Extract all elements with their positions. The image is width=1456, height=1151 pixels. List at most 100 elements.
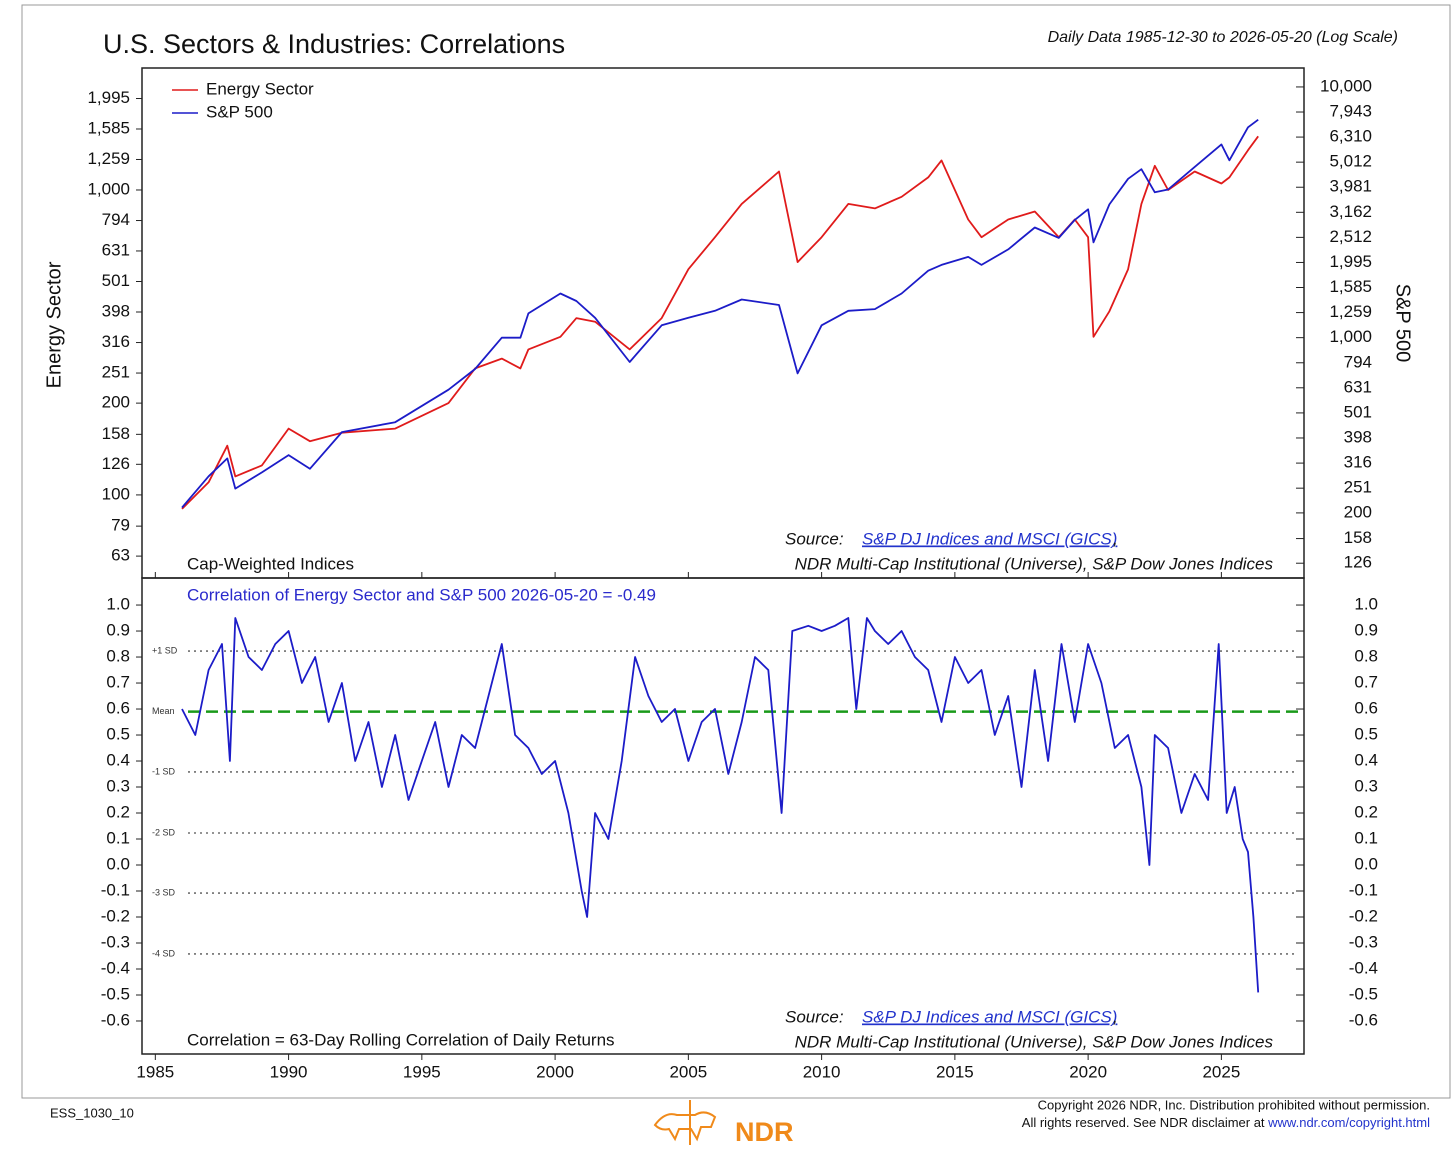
y-tick-label: 0.1 <box>106 828 130 847</box>
y-tick-label: 0.6 <box>1354 699 1378 718</box>
reference-label: +1 SD <box>152 645 178 655</box>
chart-title: U.S. Sectors & Industries: Correlations <box>103 29 565 59</box>
outer-frame <box>21 4 1451 1099</box>
y-tick-label: 398 <box>102 301 130 320</box>
reference-label: -3 SD <box>152 887 176 897</box>
y-tick-label: 0.4 <box>1354 751 1378 770</box>
source-line: NDR Multi-Cap Institutional (Universe), … <box>795 554 1274 573</box>
x-tick-label: 1990 <box>270 1062 308 1081</box>
y-tick-label: 316 <box>102 332 130 351</box>
y-tick-label: 63 <box>111 546 130 565</box>
y-tick-label: 1,995 <box>87 88 130 107</box>
legend-label: S&P 500 <box>206 102 273 121</box>
chart-subtitle: Daily Data 1985-12-30 to 2026-05-20 (Log… <box>1048 29 1398 46</box>
y2-tick-label: 398 <box>1344 427 1372 446</box>
y2-tick-label: 794 <box>1344 352 1372 371</box>
y-axis-label: Energy Sector <box>43 261 65 388</box>
y2-tick-label: 10,000 <box>1320 76 1372 95</box>
chart-code: ESS_1030_10 <box>50 1105 134 1120</box>
x-tick-label: 2005 <box>669 1062 707 1081</box>
y-tick-label: -0.4 <box>101 958 130 977</box>
y2-tick-label: 6,310 <box>1329 127 1372 146</box>
y-tick-label: 1,259 <box>87 149 130 168</box>
y-tick-label: 0.7 <box>106 673 130 692</box>
y-tick-label: -0.4 <box>1349 958 1378 977</box>
y2-tick-label: 631 <box>1344 377 1372 396</box>
y-tick-label: 0.3 <box>1354 776 1378 795</box>
y-tick-label: 158 <box>102 424 130 443</box>
y2-tick-label: 316 <box>1344 453 1372 472</box>
y2-tick-label: 3,981 <box>1329 177 1372 196</box>
legend-label: Energy Sector <box>206 79 314 98</box>
y2-axis-label: S&P 500 <box>1392 284 1414 363</box>
reference-label: Mean <box>152 706 175 716</box>
source-prefix: Source: <box>785 529 844 548</box>
x-tick-label: 2000 <box>536 1062 574 1081</box>
y-tick-label: 0.2 <box>106 802 130 821</box>
y2-tick-label: 1,995 <box>1329 252 1372 271</box>
data-line <box>181 118 1259 509</box>
y-tick-label: 200 <box>102 393 130 412</box>
x-tick-label: 2025 <box>1202 1062 1240 1081</box>
y-tick-label: 1.0 <box>106 595 130 614</box>
reference-label: -2 SD <box>152 827 176 837</box>
source-link[interactable]: S&P DJ Indices and MSCI (GICS) <box>862 1007 1117 1026</box>
copyright: All rights reserved. See NDR disclaimer … <box>1022 1115 1430 1130</box>
y-tick-label: -0.2 <box>1349 906 1378 925</box>
y-tick-label: 794 <box>102 210 130 229</box>
y2-tick-label: 5,012 <box>1329 152 1372 171</box>
y-tick-label: 100 <box>102 484 130 503</box>
x-tick-label: 1985 <box>136 1062 174 1081</box>
x-tick-label: 2020 <box>1069 1062 1107 1081</box>
y-tick-label: -0.5 <box>101 984 130 1003</box>
y2-tick-label: 158 <box>1344 528 1372 547</box>
y2-tick-label: 1,259 <box>1329 302 1372 321</box>
y-tick-label: 0.4 <box>106 751 130 770</box>
x-tick-label: 2015 <box>936 1062 974 1081</box>
y-tick-label: 0.8 <box>106 647 130 666</box>
bottom-panel-frame <box>141 577 1305 1055</box>
source-suffix: , <box>1113 1007 1118 1026</box>
y-tick-label: 0.5 <box>1354 725 1378 744</box>
data-line <box>181 617 1260 993</box>
reference-label: -1 SD <box>152 766 176 776</box>
y-tick-label: -0.2 <box>101 906 130 925</box>
y2-tick-label: 7,943 <box>1329 102 1372 121</box>
ndr-logo: NDR <box>735 1117 794 1147</box>
y-tick-label: 501 <box>102 271 130 290</box>
y2-tick-label: 126 <box>1344 553 1372 572</box>
y-tick-label: 251 <box>102 363 130 382</box>
y-tick-label: 0.9 <box>1354 621 1378 640</box>
y-tick-label: -0.1 <box>101 880 130 899</box>
y2-tick-label: 251 <box>1344 478 1372 497</box>
copyright-link[interactable]: www.ndr.com/copyright.html <box>1267 1115 1430 1130</box>
panel-title: Correlation of Energy Sector and S&P 500… <box>187 585 656 604</box>
y-tick-label: -0.3 <box>1349 932 1378 951</box>
y-tick-label: 0.7 <box>1354 673 1378 692</box>
y-tick-label: 0.3 <box>106 776 130 795</box>
ndr-logo-icon <box>653 1100 717 1145</box>
y-tick-label: 0.5 <box>106 725 130 744</box>
y2-tick-label: 1,000 <box>1329 327 1372 346</box>
reference-label: -4 SD <box>152 948 176 958</box>
source-suffix: , <box>1113 529 1118 548</box>
source-prefix: Source: <box>785 1007 844 1026</box>
y-tick-label: 126 <box>102 454 130 473</box>
y-tick-label: 631 <box>102 240 130 259</box>
y2-tick-label: 2,512 <box>1329 227 1372 246</box>
y-tick-label: 0.6 <box>106 699 130 718</box>
y-tick-label: 1.0 <box>1354 595 1378 614</box>
y-tick-label: 1,585 <box>87 118 130 137</box>
y-tick-label: -0.6 <box>101 1010 130 1029</box>
source-link[interactable]: S&P DJ Indices and MSCI (GICS) <box>862 529 1117 548</box>
y-tick-label: 0.9 <box>106 621 130 640</box>
y-tick-label: -0.1 <box>1349 880 1378 899</box>
y-tick-label: 0.0 <box>106 854 130 873</box>
y2-tick-label: 501 <box>1344 402 1372 421</box>
source-line: NDR Multi-Cap Institutional (Universe), … <box>795 1032 1274 1051</box>
y-tick-label: 0.1 <box>1354 828 1378 847</box>
x-tick-label: 1995 <box>403 1062 441 1081</box>
y-tick-label: 1,000 <box>87 179 130 198</box>
data-line <box>181 135 1259 510</box>
